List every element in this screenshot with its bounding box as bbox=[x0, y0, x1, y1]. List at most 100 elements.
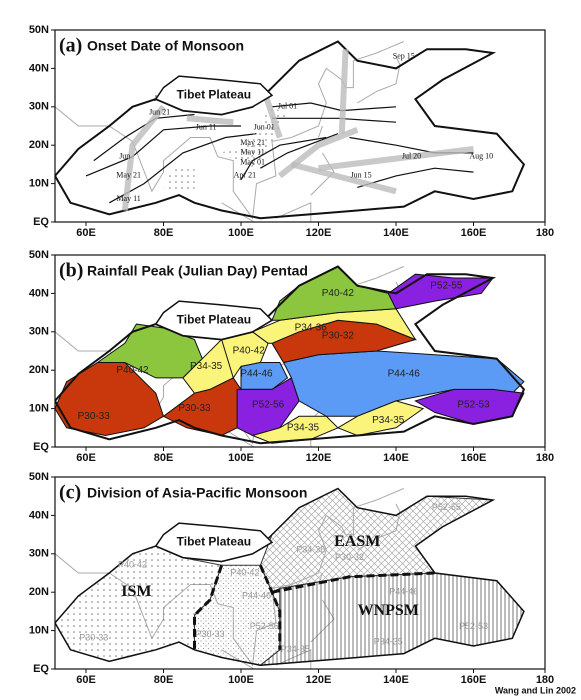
panel-title: Rainfall Peak (Julian Day) Pentad bbox=[87, 263, 308, 279]
lon-label: 60E bbox=[76, 227, 96, 239]
isochrone-label: May 21 bbox=[116, 171, 141, 180]
map-panel: P30-33 P40-42 P34-35 P30-33 P40-42 P44-46 P52-… bbox=[29, 249, 554, 464]
panel-letter: (a) bbox=[59, 35, 82, 57]
plateau bbox=[154, 300, 274, 341]
lon-label: 140E bbox=[383, 227, 409, 239]
faint-pentad-label: P34-36 bbox=[296, 544, 325, 554]
lat-label: EQ bbox=[33, 216, 49, 228]
coastline bbox=[357, 56, 401, 104]
lat-label: 20N bbox=[29, 139, 49, 151]
pentad-region bbox=[236, 377, 300, 437]
dotted-area bbox=[217, 106, 288, 169]
onset-arrow bbox=[121, 104, 166, 211]
onset-arrow bbox=[186, 115, 234, 126]
lat-label: EQ bbox=[33, 441, 49, 453]
faint-pentad-label: P40-42 bbox=[230, 567, 259, 577]
pentad-label: P34-35 bbox=[372, 415, 405, 426]
plateau bbox=[154, 75, 274, 116]
panel-letter: (b) bbox=[59, 260, 83, 282]
panel-frame bbox=[54, 254, 546, 448]
lat-label: 40N bbox=[29, 62, 49, 74]
onset-arrow bbox=[318, 146, 474, 172]
lon-label: 160E bbox=[461, 227, 487, 239]
pentad-label: P40-42 bbox=[233, 346, 266, 357]
isochrone bbox=[271, 102, 397, 112]
panel-letter: (c) bbox=[59, 482, 81, 504]
lon-label: 60E bbox=[76, 452, 96, 464]
isochrone-label: Jun 15 bbox=[351, 171, 372, 180]
lon-label: 80E bbox=[154, 452, 174, 464]
lon-label: 60E bbox=[76, 674, 96, 686]
panel-title: Division of Asia-Pacific Monsoon bbox=[87, 485, 307, 501]
lat-label: 30N bbox=[29, 326, 49, 338]
pentad-label: P44-46 bbox=[388, 369, 421, 380]
lat-label: 50N bbox=[29, 471, 49, 483]
faint-pentad-label: P30-33 bbox=[195, 629, 224, 639]
pentad-label: P30-33 bbox=[178, 403, 211, 414]
lon-label: 180 bbox=[536, 227, 554, 239]
dotted-area bbox=[163, 168, 195, 192]
faint-pentad-label: P52-53 bbox=[459, 621, 488, 631]
pentad-label: P34-35 bbox=[287, 422, 320, 433]
lon-label: 160E bbox=[461, 674, 487, 686]
isochrone-label: Jun 21 bbox=[149, 107, 170, 116]
isochrone bbox=[109, 133, 257, 204]
faint-pentad-label: P34-35 bbox=[374, 636, 403, 646]
panel-title: Onset Date of Monsoon bbox=[87, 38, 244, 54]
pentad-label: P52-53 bbox=[457, 399, 490, 410]
lat-label: 30N bbox=[29, 548, 49, 560]
lat-label: 20N bbox=[29, 364, 49, 376]
coastline bbox=[318, 125, 323, 138]
pentad-label: P40-42 bbox=[116, 365, 149, 376]
map-panel: P40-42 P30-33 P40-42 P44-46 P52-56 P30-33 P34-… bbox=[29, 471, 554, 686]
lon-label: 180 bbox=[536, 452, 554, 464]
lon-label: 100E bbox=[228, 227, 254, 239]
plateau-label: Tibet Plateau bbox=[177, 534, 251, 548]
faint-pentad-label: P44-46 bbox=[389, 587, 418, 597]
faint-pentad-label: P40-42 bbox=[118, 560, 147, 570]
lat-label: EQ bbox=[33, 663, 49, 675]
lon-label: 80E bbox=[154, 227, 174, 239]
isochrone-label: Jul 20 bbox=[402, 152, 421, 161]
map-body: P40-42 P30-33 P40-42 P44-46 P52-56 P30-33 P34-… bbox=[55, 487, 525, 669]
panel-frame bbox=[54, 29, 546, 223]
faint-pentad-label: P30-33 bbox=[79, 633, 108, 643]
coastline bbox=[275, 202, 312, 222]
lat-label: 10N bbox=[29, 178, 49, 190]
isochrone-label: Jun 01 bbox=[254, 123, 275, 132]
lat-label: 50N bbox=[29, 249, 49, 261]
isochrone bbox=[357, 167, 474, 188]
isochrone-label: Apr 21 bbox=[234, 171, 256, 180]
isochrone-label: May 11 bbox=[240, 148, 264, 157]
monsoon-name: WNPSM bbox=[358, 602, 419, 619]
lon-label: 120E bbox=[306, 674, 332, 686]
isochrone bbox=[240, 136, 327, 181]
lon-label: 100E bbox=[228, 674, 254, 686]
isochrone bbox=[272, 117, 397, 123]
lat-label: 30N bbox=[29, 101, 49, 113]
panel-frame bbox=[54, 476, 546, 670]
isochrone bbox=[85, 125, 241, 177]
isochrone-label: May 21 bbox=[240, 138, 265, 147]
pentad-label: P34-36 bbox=[295, 323, 328, 334]
division-boundary bbox=[271, 571, 435, 594]
isochrone-label: Jun bbox=[119, 152, 130, 161]
isochrone-label: Aug 10 bbox=[469, 152, 493, 161]
division-boundary bbox=[193, 564, 224, 650]
isochrone-label: Jul 01 bbox=[278, 102, 297, 111]
coastline bbox=[310, 152, 335, 196]
isochrone bbox=[260, 133, 339, 169]
lat-label: 10N bbox=[29, 403, 49, 415]
pentad-label: P30-33 bbox=[78, 411, 111, 422]
faint-pentad-label: P34-35 bbox=[281, 644, 310, 654]
lon-label: 180 bbox=[536, 674, 554, 686]
faint-pentad-label: P52-55 bbox=[432, 502, 461, 512]
isochrone-label: May 11 bbox=[116, 194, 140, 203]
faint-pentad-label: P44-46 bbox=[242, 590, 271, 600]
pentad-label: P40-42 bbox=[322, 288, 355, 299]
plateau bbox=[154, 522, 274, 563]
isochrone bbox=[93, 113, 195, 162]
isochrone-label: May 01 bbox=[240, 157, 265, 166]
